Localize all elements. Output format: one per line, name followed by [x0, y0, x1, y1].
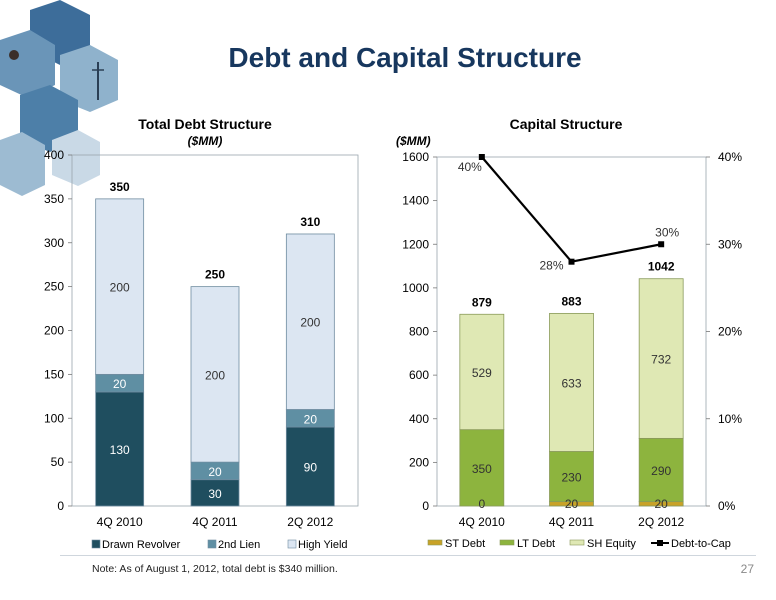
high-yield-bar: [190, 286, 240, 463]
legend-label: SH Equity: [587, 538, 636, 550]
y-tick-label: 600: [409, 368, 429, 382]
data-label: 732: [651, 353, 671, 367]
total-label: 250: [205, 268, 225, 282]
legend-swatch: [287, 539, 297, 549]
x-tick-label: 4Q 2011: [192, 515, 237, 529]
legend-swatch: [207, 539, 217, 549]
total-label: 883: [561, 294, 581, 308]
y-tick-label: 400: [409, 412, 429, 426]
y-tick-label: 100: [44, 411, 64, 425]
y-tick-label: 1600: [402, 150, 429, 164]
total-label: 350: [110, 180, 130, 194]
data-label: 633: [561, 376, 581, 390]
y-tick-label: 250: [44, 280, 64, 294]
x-tick-label: 4Q 2011: [549, 515, 594, 529]
y2-tick-label: 40%: [718, 150, 742, 164]
page-number: 27: [740, 562, 754, 576]
y2-tick-label: 10%: [718, 412, 742, 426]
slide-title: Debt and Capital Structure: [228, 42, 582, 73]
y2-tick-label: 0%: [718, 499, 736, 513]
y-tick-label: 200: [44, 324, 64, 338]
lt-debt-bar: [638, 437, 684, 503]
debt-to-cap-label: 40%: [458, 160, 482, 174]
y-tick-label: 0: [57, 499, 64, 513]
debt-to-cap-point: [658, 241, 665, 248]
data-label: 30: [208, 487, 222, 501]
high-yield-bar: [95, 198, 145, 375]
legend-label: Drawn Revolver: [102, 539, 181, 551]
data-label: 20: [304, 412, 318, 426]
legend-label: 2nd Lien: [218, 539, 260, 551]
y2-tick-label: 20%: [718, 325, 742, 339]
high-yield-bar: [285, 233, 335, 410]
data-label: 200: [205, 368, 225, 382]
y-tick-label: 150: [44, 367, 64, 381]
legend-swatch: [427, 539, 443, 546]
total-debt-structure-chart: Total Debt Structure ($MM) 0 50 100 150 200 2…: [44, 116, 359, 551]
x-tick-label: 2Q 2012: [287, 515, 333, 529]
legend-label: LT Debt: [517, 538, 555, 550]
y2-tick-label: 30%: [718, 237, 742, 251]
footer-rule: [60, 555, 756, 556]
legend-marker: [657, 540, 663, 546]
drawn-revolver-bar: [95, 391, 145, 507]
y-tick-label: 1400: [402, 194, 429, 208]
data-label: 200: [110, 281, 130, 295]
y-tick-label: 1000: [402, 281, 429, 295]
legend-label: ST Debt: [445, 538, 485, 550]
lt-debt-bar: [459, 429, 505, 507]
y-tick-label: 0: [422, 499, 429, 513]
debt-to-cap-label: 30%: [655, 225, 679, 239]
legend-swatch: [499, 539, 515, 546]
data-label: 290: [651, 464, 671, 478]
decorative-hexagon-graphic: [0, 0, 118, 196]
footnote: Note: As of August 1, 2012, total debt i…: [92, 563, 338, 575]
debt-to-cap-point: [568, 258, 575, 265]
data-label: 20: [208, 465, 222, 479]
data-label: 529: [472, 366, 492, 380]
total-label: 310: [300, 215, 320, 229]
debt-to-cap-point: [478, 154, 485, 160]
total-label: 1042: [648, 260, 675, 274]
data-label: 230: [561, 471, 581, 485]
data-label: 130: [110, 443, 130, 457]
y-axis-label: ($MM): [396, 134, 431, 148]
drawn-revolver-bar: [190, 479, 240, 507]
debt-to-cap-line: [480, 156, 662, 263]
data-label: 90: [304, 461, 318, 475]
capital-structure-chart: Capital Structure ($MM) 0200400600800100…: [396, 116, 742, 550]
data-label: 0: [478, 497, 485, 511]
x-tick-label: 2Q 2012: [638, 515, 684, 529]
x-tick-label: 4Q 2010: [459, 515, 505, 529]
y-tick-label: 200: [409, 455, 429, 469]
chart-title: Total Debt Structure: [138, 116, 272, 132]
y-tick-label: 350: [44, 192, 64, 206]
data-label: 350: [472, 462, 492, 476]
sh-equity-bar: [549, 312, 594, 452]
y-tick-label: 300: [44, 236, 64, 250]
y-tick-label: 400: [44, 148, 64, 162]
x-tick-label: 4Q 2010: [97, 515, 143, 529]
legend-label: High Yield: [298, 539, 348, 551]
data-label: 20: [113, 377, 127, 391]
legend-label: Debt-to-Cap: [671, 538, 731, 550]
total-label: 879: [472, 295, 492, 309]
chart-title: Capital Structure: [510, 116, 623, 132]
sh-equity-bar: [459, 313, 505, 431]
legend-swatch: [569, 539, 585, 546]
data-label: 200: [300, 316, 320, 330]
chart-subtitle: ($MM): [188, 134, 223, 148]
sh-equity-bar: [638, 278, 684, 439]
y-tick-label: 50: [51, 455, 65, 469]
legend-swatch: [91, 539, 101, 549]
data-label: 20: [565, 497, 579, 511]
data-label: 20: [654, 497, 668, 511]
y-tick-label: 800: [409, 325, 429, 339]
y-tick-label: 1200: [402, 237, 429, 251]
debt-to-cap-label: 28%: [539, 259, 563, 273]
